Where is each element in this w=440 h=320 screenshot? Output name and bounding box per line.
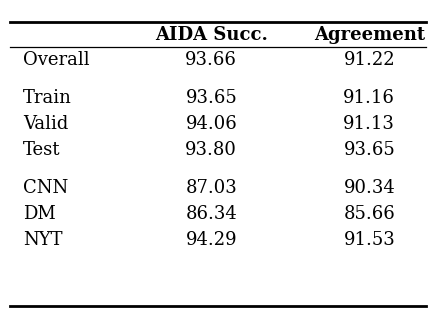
Text: 85.66: 85.66 (343, 205, 395, 223)
Text: 87.03: 87.03 (185, 179, 237, 197)
Text: 91.22: 91.22 (344, 51, 395, 69)
Text: 94.29: 94.29 (186, 231, 237, 249)
Text: 86.34: 86.34 (185, 205, 237, 223)
Text: CNN: CNN (23, 179, 68, 197)
Text: 94.06: 94.06 (185, 115, 237, 133)
Text: 91.53: 91.53 (343, 231, 395, 249)
Text: 91.13: 91.13 (343, 115, 395, 133)
Text: 93.80: 93.80 (185, 141, 237, 159)
Text: Overall: Overall (23, 51, 90, 69)
Text: Test: Test (23, 141, 61, 159)
Text: 93.66: 93.66 (185, 51, 237, 69)
Text: Train: Train (23, 89, 72, 107)
Text: NYT: NYT (23, 231, 62, 249)
Text: Agreement: Agreement (314, 26, 425, 44)
Text: AIDA Succ.: AIDA Succ. (155, 26, 268, 44)
Text: 90.34: 90.34 (343, 179, 395, 197)
Text: 93.65: 93.65 (185, 89, 237, 107)
Text: 93.65: 93.65 (343, 141, 395, 159)
Text: 91.16: 91.16 (343, 89, 395, 107)
Text: Valid: Valid (23, 115, 68, 133)
Text: DM: DM (23, 205, 56, 223)
